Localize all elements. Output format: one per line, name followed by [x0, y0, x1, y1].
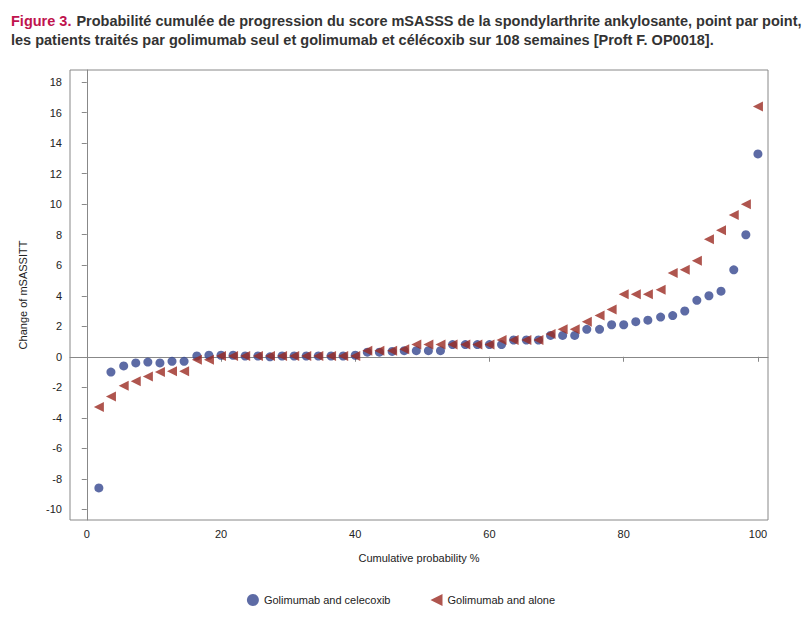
svg-text:6: 6	[56, 259, 62, 271]
svg-text:-8: -8	[52, 473, 62, 485]
svg-text:12: 12	[50, 168, 62, 180]
svg-text:8: 8	[56, 229, 62, 241]
svg-text:Figure 3.: Figure 3.	[11, 13, 71, 29]
svg-text:Change of mSASSITT: Change of mSASSITT	[17, 240, 29, 349]
svg-text:2: 2	[56, 320, 62, 332]
svg-text:-6: -6	[52, 442, 62, 454]
svg-text:100: 100	[749, 528, 767, 540]
svg-text:0: 0	[84, 528, 90, 540]
svg-text:14: 14	[50, 137, 62, 149]
svg-text:Golimumab and celecoxib: Golimumab and celecoxib	[264, 594, 391, 606]
svg-text:80: 80	[618, 528, 630, 540]
svg-text:40: 40	[349, 528, 361, 540]
svg-text:-4: -4	[52, 412, 62, 424]
svg-text:Probabilité cumulée de progres: Probabilité cumulée de progression du sc…	[76, 13, 802, 29]
svg-text:16: 16	[50, 107, 62, 119]
svg-text:-10: -10	[46, 503, 62, 515]
svg-text:les patients traités par golim: les patients traités par golimumab seul …	[11, 32, 714, 48]
svg-text:Cumulative probability %: Cumulative probability %	[358, 552, 479, 564]
svg-text:Golimumab and alone: Golimumab and alone	[447, 594, 555, 606]
svg-text:60: 60	[483, 528, 495, 540]
svg-text:-2: -2	[52, 381, 62, 393]
svg-text:10: 10	[50, 198, 62, 210]
svg-text:4: 4	[56, 290, 62, 302]
svg-text:18: 18	[50, 76, 62, 88]
svg-text:0: 0	[56, 351, 62, 363]
svg-text:20: 20	[215, 528, 227, 540]
